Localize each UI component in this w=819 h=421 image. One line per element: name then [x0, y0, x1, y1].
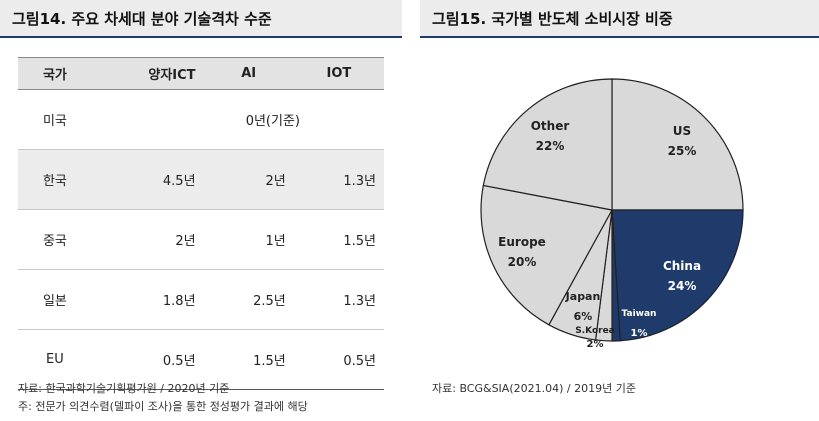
pie-slice-china	[611, 209, 744, 342]
baseline-cell: 0년(기준)	[91, 89, 384, 150]
slice-value-europe: 20%	[508, 255, 537, 269]
country-cell: 중국	[18, 209, 92, 270]
slice-label-china: China	[663, 259, 701, 273]
tech-gap-table: 국가 양자ICT AI IOT 미국 0년(기준) 한국 4.5년 2년 1.3…	[18, 57, 384, 390]
pie-slice-us	[611, 78, 744, 211]
source-left: 자료: 한국과학기술기획평가원 / 2020년 기준	[18, 382, 230, 395]
note-left: 주: 전문가 의견수렴(델파이 조사)을 통한 정성평가 결과에 해당	[18, 400, 308, 413]
slice-label-japan: Japan	[565, 290, 601, 303]
country-cell: 한국	[18, 149, 92, 210]
value-cell: 1.3년	[293, 269, 384, 330]
slice-value-s-korea: 2%	[587, 339, 604, 350]
header-ai: AI	[203, 57, 294, 90]
country-cell: 미국	[18, 89, 92, 150]
slice-label-us: US	[673, 124, 691, 138]
value-cell: 1.5년	[293, 209, 384, 270]
slice-label-other: Other	[531, 119, 570, 133]
slice-value-us: 25%	[668, 144, 697, 158]
slice-value-other: 22%	[536, 139, 565, 153]
figure14-title: 그림14. 주요 차세대 분야 기술격차 수준	[0, 0, 402, 38]
source-right: 자료: BCG&SIA(2021.04) / 2019년 기준	[432, 382, 636, 395]
value-cell: 2년	[91, 209, 204, 270]
value-cell: 1.5년	[203, 329, 294, 390]
country-cell: EU	[18, 329, 92, 390]
slice-value-japan: 6%	[574, 310, 593, 323]
table-row: 미국 0년(기준)	[18, 89, 384, 150]
header-country: 국가	[18, 57, 92, 90]
value-cell: 0.5년	[293, 329, 384, 390]
value-cell: 2년	[203, 149, 294, 210]
value-cell: 2.5년	[203, 269, 294, 330]
value-cell: 1.8년	[91, 269, 204, 330]
table-row: EU 0.5년 1.5년 0.5년	[18, 329, 384, 390]
table-header-row: 국가 양자ICT AI IOT	[18, 57, 384, 90]
slice-label-taiwan: Taiwan	[622, 309, 657, 319]
header-iot: IOT	[293, 57, 384, 90]
value-cell: 0.5년	[91, 329, 204, 390]
slice-value-taiwan: 1%	[631, 328, 648, 339]
country-cell: 일본	[18, 269, 92, 330]
value-cell: 1.3년	[293, 149, 384, 210]
table-row: 일본 1.8년 2.5년 1.3년	[18, 269, 384, 330]
value-cell: 1년	[203, 209, 294, 270]
pie-slice-europe	[480, 184, 613, 326]
table-row: 한국 4.5년 2년 1.3년	[18, 149, 384, 210]
semiconductor-pie-chart: US 25% China 24% Taiwan 1% S.Korea 2% Japan 6% Eur…	[480, 78, 744, 350]
value-cell: 4.5년	[91, 149, 204, 210]
slice-label-europe: Europe	[498, 235, 546, 249]
slice-value-china: 24%	[668, 279, 697, 293]
pie-slice-other	[482, 78, 613, 211]
figure15-title: 그림15. 국가별 반도체 소비시장 비중	[420, 0, 819, 38]
header-quantum-ict: 양자ICT	[91, 57, 204, 90]
slice-label-s-korea: S.Korea	[575, 326, 615, 336]
table-row: 중국 2년 1년 1.5년	[18, 209, 384, 270]
